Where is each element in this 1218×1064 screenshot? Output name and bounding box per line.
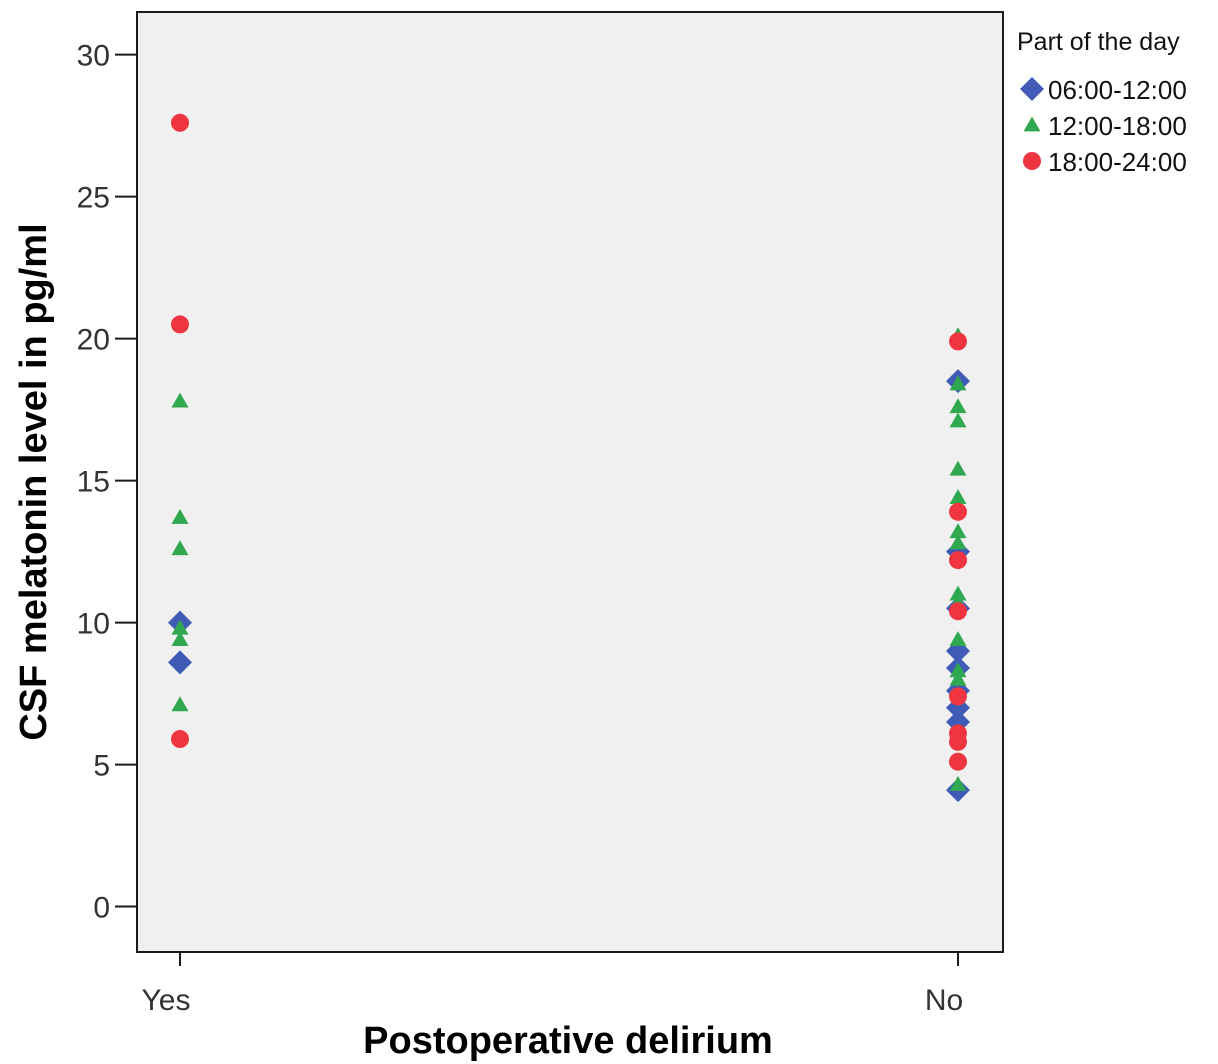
x-tick-label: No (925, 984, 963, 1017)
triangle-data-point (171, 619, 189, 635)
triangle-data-point (949, 670, 967, 686)
triangle-data-point (949, 534, 967, 550)
y-tick-label: 25 (77, 182, 110, 215)
triangle-data-point (171, 631, 189, 646)
triangle-data-point (949, 775, 967, 791)
circle-data-point (949, 502, 967, 521)
triangle-data-point (949, 631, 967, 646)
triangle-data-point (949, 398, 967, 414)
plot-area (136, 11, 1004, 953)
triangle-data-point (171, 696, 189, 712)
legend-diamond-icon (1020, 77, 1044, 101)
circle-data-point (171, 315, 189, 334)
circle-data-point (949, 602, 967, 621)
legend-title: Part of the day (1017, 28, 1180, 56)
triangle-data-point (171, 392, 189, 408)
legend-circle-icon (1023, 152, 1041, 170)
triangle-data-point (949, 489, 967, 504)
diamond-data-point (168, 650, 192, 675)
y-axis-title: CSF melatonin level in pg/ml (13, 223, 55, 740)
circle-data-point (949, 732, 967, 751)
legend-item-label: 06:00-12:00 (1048, 75, 1187, 105)
x-tick-label: Yes (142, 984, 191, 1017)
triangle-data-point (949, 523, 967, 539)
y-tick-label: 5 (93, 750, 110, 783)
triangle-data-point (949, 375, 967, 391)
triangle-data-point (949, 460, 967, 476)
triangle-data-point (171, 540, 189, 556)
y-tick-label: 15 (77, 466, 110, 499)
triangle-data-point (949, 662, 967, 678)
legend: Part of the day 06:00-12:00 12:00-18:00 18… (1017, 28, 1187, 177)
triangle-data-point (949, 412, 967, 428)
triangle-data-point (171, 508, 189, 524)
circle-data-point (171, 113, 189, 132)
y-axis-ticks: 0 5 10 15 20 25 30 (77, 40, 137, 925)
y-tick-label: 0 (93, 892, 110, 925)
y-tick-label: 30 (77, 40, 110, 73)
circle-data-point (949, 332, 967, 351)
circle-data-point (949, 551, 967, 570)
circle-data-point (171, 730, 189, 749)
legend-triangle-icon (1023, 116, 1041, 132)
y-tick-label: 20 (77, 324, 110, 357)
circle-data-point (949, 687, 967, 706)
legend-item-label: 18:00-24:00 (1048, 147, 1187, 177)
data-points (168, 113, 970, 803)
x-axis-title: Postoperative delirium (363, 1020, 773, 1062)
triangle-data-point (949, 585, 967, 601)
x-axis-ticks: Yes No (142, 952, 963, 1017)
y-tick-label: 10 (77, 608, 110, 641)
legend-item-label: 12:00-18:00 (1048, 111, 1187, 141)
circle-data-point (949, 752, 967, 771)
